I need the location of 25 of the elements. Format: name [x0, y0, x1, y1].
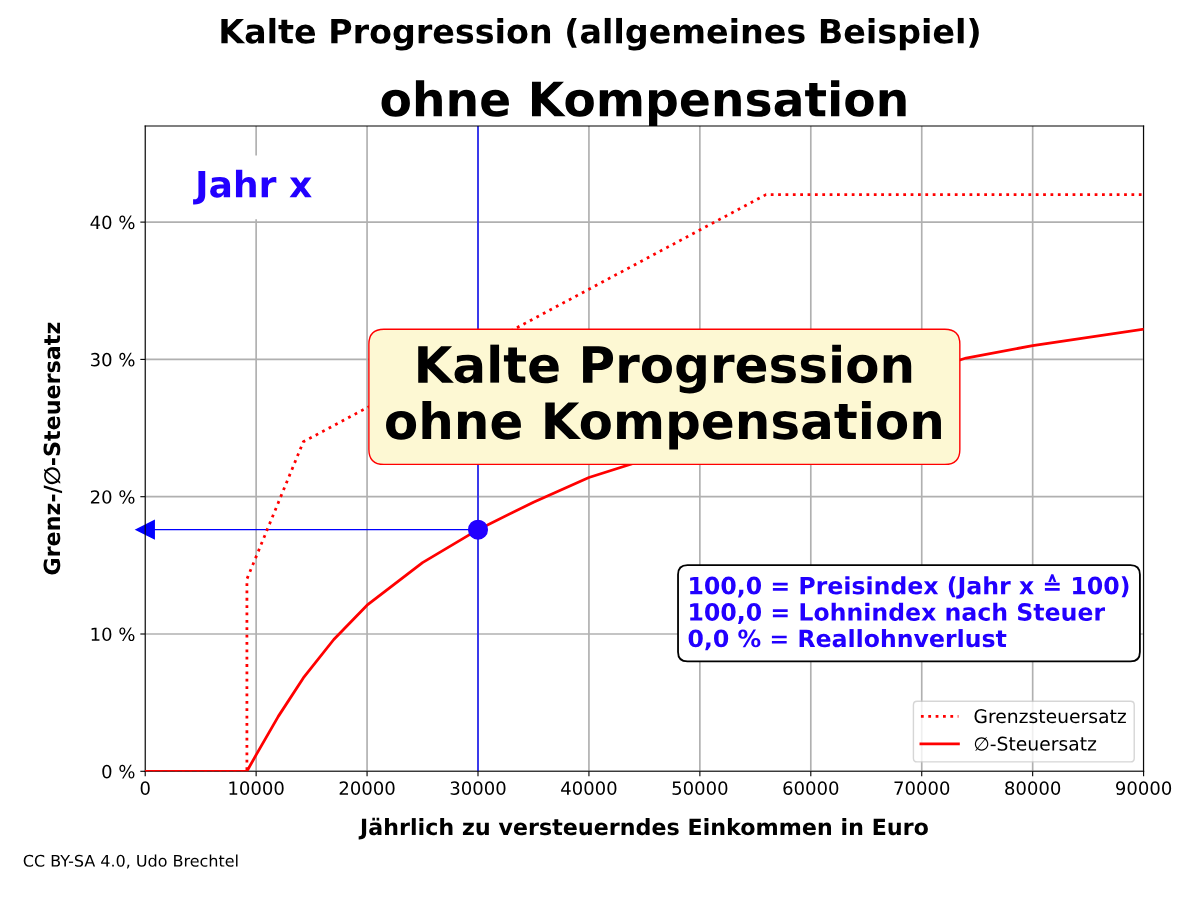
x-tick-label: 40000	[561, 781, 617, 795]
x-tick-label: 70000	[894, 781, 950, 795]
y-tick-label: 40 %	[90, 215, 135, 230]
x-tick-label: 10000	[229, 781, 284, 795]
chart-subtitle: ohne Kompensation	[381, 80, 906, 126]
legend-label: Grenzsteuersatz	[974, 709, 1126, 724]
y-axis-title: Grenz-/∅-Steuersatz	[43, 322, 63, 575]
x-tick-label: 50000	[672, 781, 728, 795]
y-tick-label: 10 %	[91, 627, 135, 642]
x-axis-title: Jährlich zu versteuerndes Einkommen in Euro	[358, 817, 928, 840]
chart-title: Kalte Progression (allgemeines Beispiel)	[221, 17, 979, 51]
y-tick-label: 20 %	[90, 490, 135, 504]
x-tick-label: 30000	[450, 781, 506, 795]
x-tick-label: 60000	[783, 781, 839, 795]
x-tick-label: 20000	[339, 781, 395, 795]
annotation: Jahr x	[193, 169, 312, 205]
annotation: Kalte Progression ohne Kompensation	[386, 344, 941, 450]
legend-label: ∅-Steuersatz	[974, 736, 1097, 751]
x-tick-label: 0	[140, 781, 150, 795]
text: CC BY-SA 4.0, Udo Brechtel	[23, 854, 238, 869]
annotation: 100,0 = Preisindex (Jahr x ≙ 100) 100,0 = Lohnindex nach Steuer 0,0 % = Reallohnverlust	[688, 574, 1129, 651]
y-tick-label: 30 %	[90, 352, 135, 367]
y-tick-label: 0 %	[102, 764, 135, 779]
x-tick-label: 80000	[1005, 781, 1061, 795]
x-tick-label: 90000	[1116, 781, 1172, 795]
